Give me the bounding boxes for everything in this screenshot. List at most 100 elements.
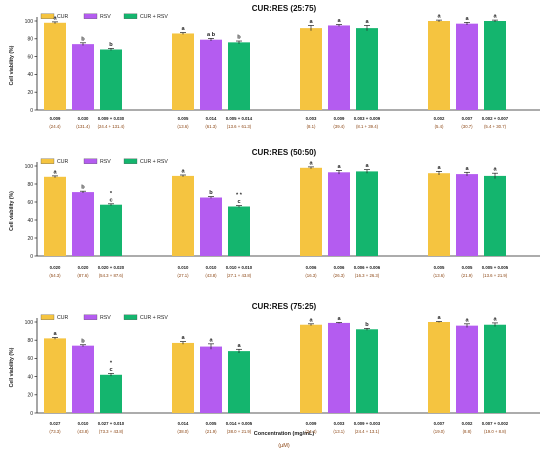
tick-label-um: (5.4): [435, 124, 444, 129]
tick-label-mass: 0.009 + 0.030: [98, 116, 125, 121]
significance-letter: a: [337, 18, 341, 24]
significance-letter: b: [365, 322, 369, 328]
bar: [300, 324, 322, 413]
bar: [484, 21, 506, 110]
significance-letter: b: [81, 36, 85, 42]
legend-label: RSV: [100, 315, 111, 321]
tick-label-mass: 0.007: [462, 116, 473, 121]
legend-swatch-cur: [40, 13, 55, 19]
bar: [44, 22, 66, 111]
tick-label-um: (30.7): [461, 124, 473, 129]
legend-label: CUR: [57, 315, 68, 321]
bar: [356, 171, 378, 256]
y-tick-label: 0: [30, 411, 33, 417]
significance-star: * *: [236, 193, 243, 199]
tick-label-mass: 0.014 + 0.005: [226, 421, 253, 426]
y-tick-label: 100: [25, 320, 34, 326]
tick-label-mass: 0.020: [50, 265, 61, 270]
y-tick-label: 100: [25, 19, 34, 25]
significance-letter: b: [81, 338, 85, 344]
significance-letter: a: [53, 169, 57, 175]
y-tick-label: 80: [27, 338, 33, 344]
significance-letter: c: [109, 197, 112, 203]
legend-swatch-cur-rsv: [123, 314, 138, 320]
tick-label-um: (24.4): [305, 429, 317, 434]
y-tick-label: 60: [27, 356, 33, 362]
tick-label-mass: 0.006: [334, 265, 345, 270]
significance-letter: a: [465, 166, 469, 172]
bar: [72, 192, 94, 256]
y-tick-label: 100: [25, 164, 34, 170]
legend-label: RSV: [100, 14, 111, 20]
tick-label-um: (24.4 + 131.4): [98, 124, 125, 129]
tick-label-um: (24.4 + 13.1): [355, 429, 380, 434]
tick-label-mass: 0.010 + 0.010: [226, 265, 253, 270]
tick-label-mass: 0.005: [178, 116, 189, 121]
tick-label-um: (61.3): [205, 124, 217, 129]
bar: [300, 28, 322, 110]
tick-label-mass: 0.009: [306, 421, 317, 426]
tick-label-mass: 0.002 + 0.007: [482, 116, 509, 121]
bar: [100, 374, 122, 413]
y-tick-label: 40: [27, 72, 33, 78]
bar: [100, 204, 122, 256]
y-axis-label: Cell viability (%): [9, 347, 15, 387]
bar: [100, 49, 122, 110]
significance-letter: a: [493, 167, 497, 173]
y-tick-label: 0: [30, 254, 33, 260]
chart-title: CUR:RES (25:75): [252, 4, 317, 13]
tick-label-mass: 0.003: [334, 421, 345, 426]
tick-label-mass: 0.009: [334, 116, 345, 121]
significance-letter: a: [337, 316, 341, 322]
tick-label-mass: 0.005: [462, 265, 473, 270]
tick-label-um: (87.6): [77, 273, 89, 278]
significance-letter: a: [437, 315, 441, 321]
bar: [200, 39, 222, 110]
tick-label-mass: 0.030: [78, 116, 89, 121]
bar: [428, 173, 450, 256]
significance-letter: a: [365, 163, 369, 169]
tick-label-um: (19.0): [433, 429, 445, 434]
tick-label-um: (8.1 + 39.4): [356, 124, 379, 129]
significance-letter: a: [365, 19, 369, 25]
bar: [428, 322, 450, 413]
significance-letter: a: [309, 317, 313, 323]
tick-label-mass: 0.009 + 0.003: [354, 421, 381, 426]
y-tick-label: 80: [27, 182, 33, 188]
bar: [44, 176, 66, 256]
tick-label-mass: 0.005 + 0.005: [482, 265, 509, 270]
chart-title: CUR:RES (75:25): [252, 302, 317, 311]
tick-label-mass: 0.010: [78, 421, 89, 426]
significance-letter: a: [181, 169, 185, 175]
bar: [456, 23, 478, 111]
bar: [72, 44, 94, 110]
significance-letter: b: [209, 190, 213, 196]
tick-label-um: (13.6): [433, 273, 445, 278]
y-tick-label: 80: [27, 37, 33, 43]
tick-label-mass: 0.010: [206, 265, 217, 270]
legend-swatch-cur: [40, 314, 55, 320]
tick-label-mass: 0.007: [434, 421, 445, 426]
bar: [228, 351, 250, 413]
legend-label: CUR + RSV: [140, 14, 168, 20]
chart-panel-2: CUR:RES (50:50) Cell viability (%) 0 20 40 60…: [9, 148, 540, 278]
significance-letter: c: [109, 367, 112, 373]
legend-swatch-rsv: [83, 13, 98, 19]
significance-letter: a: [309, 160, 313, 166]
tick-label-um: (8.1): [307, 124, 316, 129]
tick-label-um: (16.3): [305, 273, 317, 278]
tick-label-um: (73.3 + 43.8): [99, 429, 124, 434]
significance-letter: a: [437, 14, 441, 20]
legend-label: RSV: [100, 159, 111, 165]
tick-label-um: (21.9): [461, 273, 473, 278]
tick-label-mass: 0.005 + 0.014: [226, 116, 253, 121]
tick-label-mass: 0.005: [434, 265, 445, 270]
bar: [328, 25, 350, 111]
significance-letter: a: [493, 316, 497, 322]
tick-label-mass: 0.020 + 0.020: [98, 265, 125, 270]
tick-label-um: (54.3 + 87.6): [99, 273, 124, 278]
x-axis-sublabel: (µM): [278, 443, 290, 449]
tick-label-um: (13.1): [333, 429, 345, 434]
significance-letter: a: [337, 164, 341, 170]
